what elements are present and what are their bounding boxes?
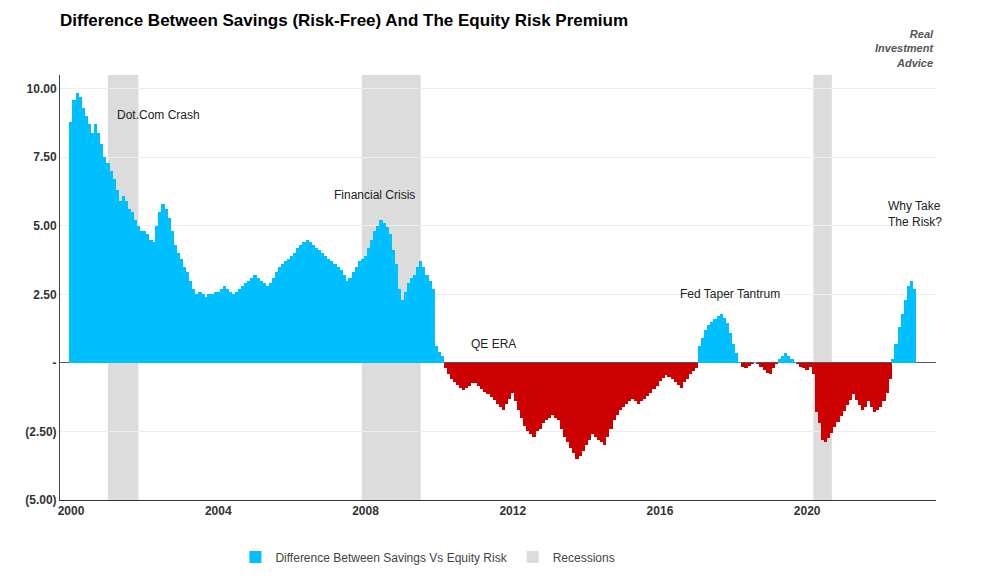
svg-text:Why TakeThe Risk?: Why TakeThe Risk? — [888, 199, 942, 229]
svg-text:Difference Between Savings Vs: Difference Between Savings Vs Equity Ris… — [275, 551, 507, 565]
svg-text:2012: 2012 — [499, 504, 526, 518]
svg-text:Financial Crisis: Financial Crisis — [334, 188, 415, 202]
svg-text:7.50: 7.50 — [33, 150, 57, 164]
svg-text:Fed Taper Tantrum: Fed Taper Tantrum — [680, 287, 780, 301]
svg-text:10.00: 10.00 — [27, 82, 57, 96]
svg-text:2004: 2004 — [205, 504, 232, 518]
svg-text:-: - — [53, 356, 57, 370]
svg-text:2000: 2000 — [58, 504, 85, 518]
svg-text:2.50: 2.50 — [33, 288, 57, 302]
svg-text:Recessions: Recessions — [553, 551, 615, 565]
svg-text:(5.00): (5.00) — [25, 493, 56, 507]
svg-text:2020: 2020 — [794, 504, 821, 518]
svg-text:Dot.Com Crash: Dot.Com Crash — [117, 108, 200, 122]
svg-text:Difference Between Savings (Ri: Difference Between Savings (Risk-Free) A… — [60, 11, 628, 30]
svg-text:RealInvestmentAdvice: RealInvestmentAdvice — [875, 28, 934, 69]
svg-text:2016: 2016 — [647, 504, 674, 518]
svg-text:5.00: 5.00 — [33, 219, 57, 233]
svg-text:QE ERA: QE ERA — [471, 337, 516, 351]
svg-text:(2.50): (2.50) — [25, 425, 56, 439]
svg-text:2008: 2008 — [352, 504, 379, 518]
